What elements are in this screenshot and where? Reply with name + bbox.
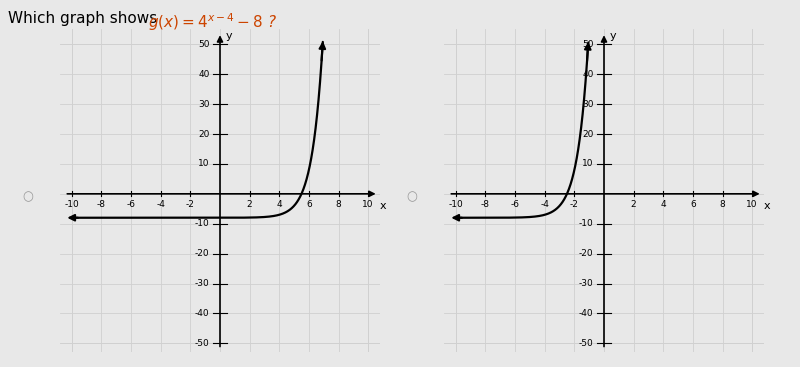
Text: 10: 10 <box>198 159 210 168</box>
Text: ○: ○ <box>406 190 418 203</box>
Text: y: y <box>610 31 617 41</box>
Text: 2: 2 <box>247 200 253 209</box>
Text: 10: 10 <box>582 159 594 168</box>
Text: ○: ○ <box>22 190 34 203</box>
Text: 50: 50 <box>582 40 594 49</box>
Text: 10: 10 <box>362 200 374 209</box>
Text: 50: 50 <box>198 40 210 49</box>
Text: -50: -50 <box>579 339 594 348</box>
Text: -2: -2 <box>570 200 579 209</box>
Text: Which graph shows: Which graph shows <box>8 11 162 26</box>
Text: 30: 30 <box>198 99 210 109</box>
Text: -6: -6 <box>126 200 136 209</box>
Text: -4: -4 <box>540 200 549 209</box>
Text: 40: 40 <box>582 70 594 79</box>
Text: -30: -30 <box>195 279 210 288</box>
Text: -8: -8 <box>97 200 106 209</box>
Text: -10: -10 <box>195 219 210 228</box>
Text: -20: -20 <box>579 249 594 258</box>
Text: 40: 40 <box>198 70 210 79</box>
Text: 4: 4 <box>277 200 282 209</box>
Text: -50: -50 <box>195 339 210 348</box>
Text: 6: 6 <box>306 200 312 209</box>
Text: -6: -6 <box>510 200 520 209</box>
Text: -10: -10 <box>449 200 463 209</box>
Text: 20: 20 <box>582 130 594 138</box>
Text: 10: 10 <box>746 200 758 209</box>
Text: y: y <box>226 31 233 41</box>
Text: -40: -40 <box>579 309 594 318</box>
Text: 4: 4 <box>661 200 666 209</box>
Text: -2: -2 <box>186 200 195 209</box>
Text: -30: -30 <box>579 279 594 288</box>
Text: -10: -10 <box>579 219 594 228</box>
Text: -40: -40 <box>195 309 210 318</box>
Text: 8: 8 <box>720 200 726 209</box>
Text: 30: 30 <box>582 99 594 109</box>
Text: -10: -10 <box>65 200 79 209</box>
Text: 20: 20 <box>198 130 210 138</box>
Text: -8: -8 <box>481 200 490 209</box>
Text: 6: 6 <box>690 200 696 209</box>
Text: 8: 8 <box>336 200 342 209</box>
Text: -4: -4 <box>156 200 165 209</box>
Text: -20: -20 <box>195 249 210 258</box>
Text: x: x <box>379 201 386 211</box>
Text: $g(x) = 4^{x-4} - 8$ ?: $g(x) = 4^{x-4} - 8$ ? <box>148 11 277 33</box>
Text: x: x <box>763 201 770 211</box>
Text: 2: 2 <box>631 200 637 209</box>
